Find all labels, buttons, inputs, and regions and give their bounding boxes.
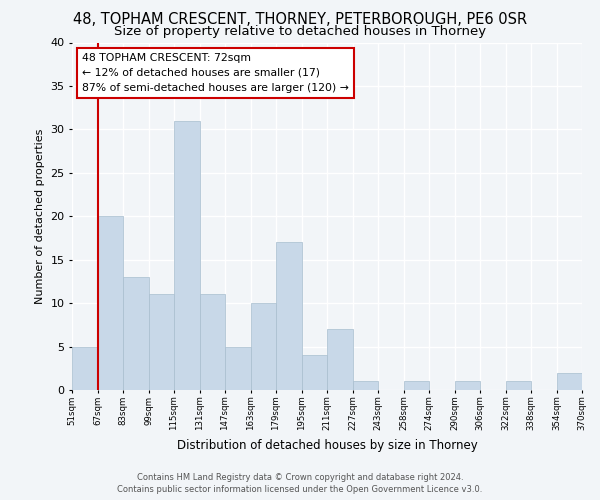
Text: Contains HM Land Registry data © Crown copyright and database right 2024.
Contai: Contains HM Land Registry data © Crown c…	[118, 472, 482, 494]
Bar	[327, 329, 353, 390]
Bar	[276, 242, 302, 390]
Bar	[97, 216, 123, 390]
Bar	[505, 382, 531, 390]
Text: 48 TOPHAM CRESCENT: 72sqm
← 12% of detached houses are smaller (17)
87% of semi-: 48 TOPHAM CRESCENT: 72sqm ← 12% of detac…	[82, 53, 349, 92]
Bar	[557, 372, 582, 390]
Bar	[174, 120, 199, 390]
Bar	[149, 294, 174, 390]
Text: Size of property relative to detached houses in Thorney: Size of property relative to detached ho…	[114, 25, 486, 38]
Bar	[199, 294, 225, 390]
Bar	[123, 277, 149, 390]
Text: 48, TOPHAM CRESCENT, THORNEY, PETERBOROUGH, PE6 0SR: 48, TOPHAM CRESCENT, THORNEY, PETERBOROU…	[73, 12, 527, 28]
Bar	[353, 382, 378, 390]
Bar	[302, 355, 327, 390]
Y-axis label: Number of detached properties: Number of detached properties	[35, 128, 44, 304]
Bar	[455, 382, 480, 390]
Bar	[404, 382, 429, 390]
Bar	[72, 346, 97, 390]
Bar	[225, 346, 251, 390]
X-axis label: Distribution of detached houses by size in Thorney: Distribution of detached houses by size …	[176, 439, 478, 452]
Bar	[251, 303, 276, 390]
